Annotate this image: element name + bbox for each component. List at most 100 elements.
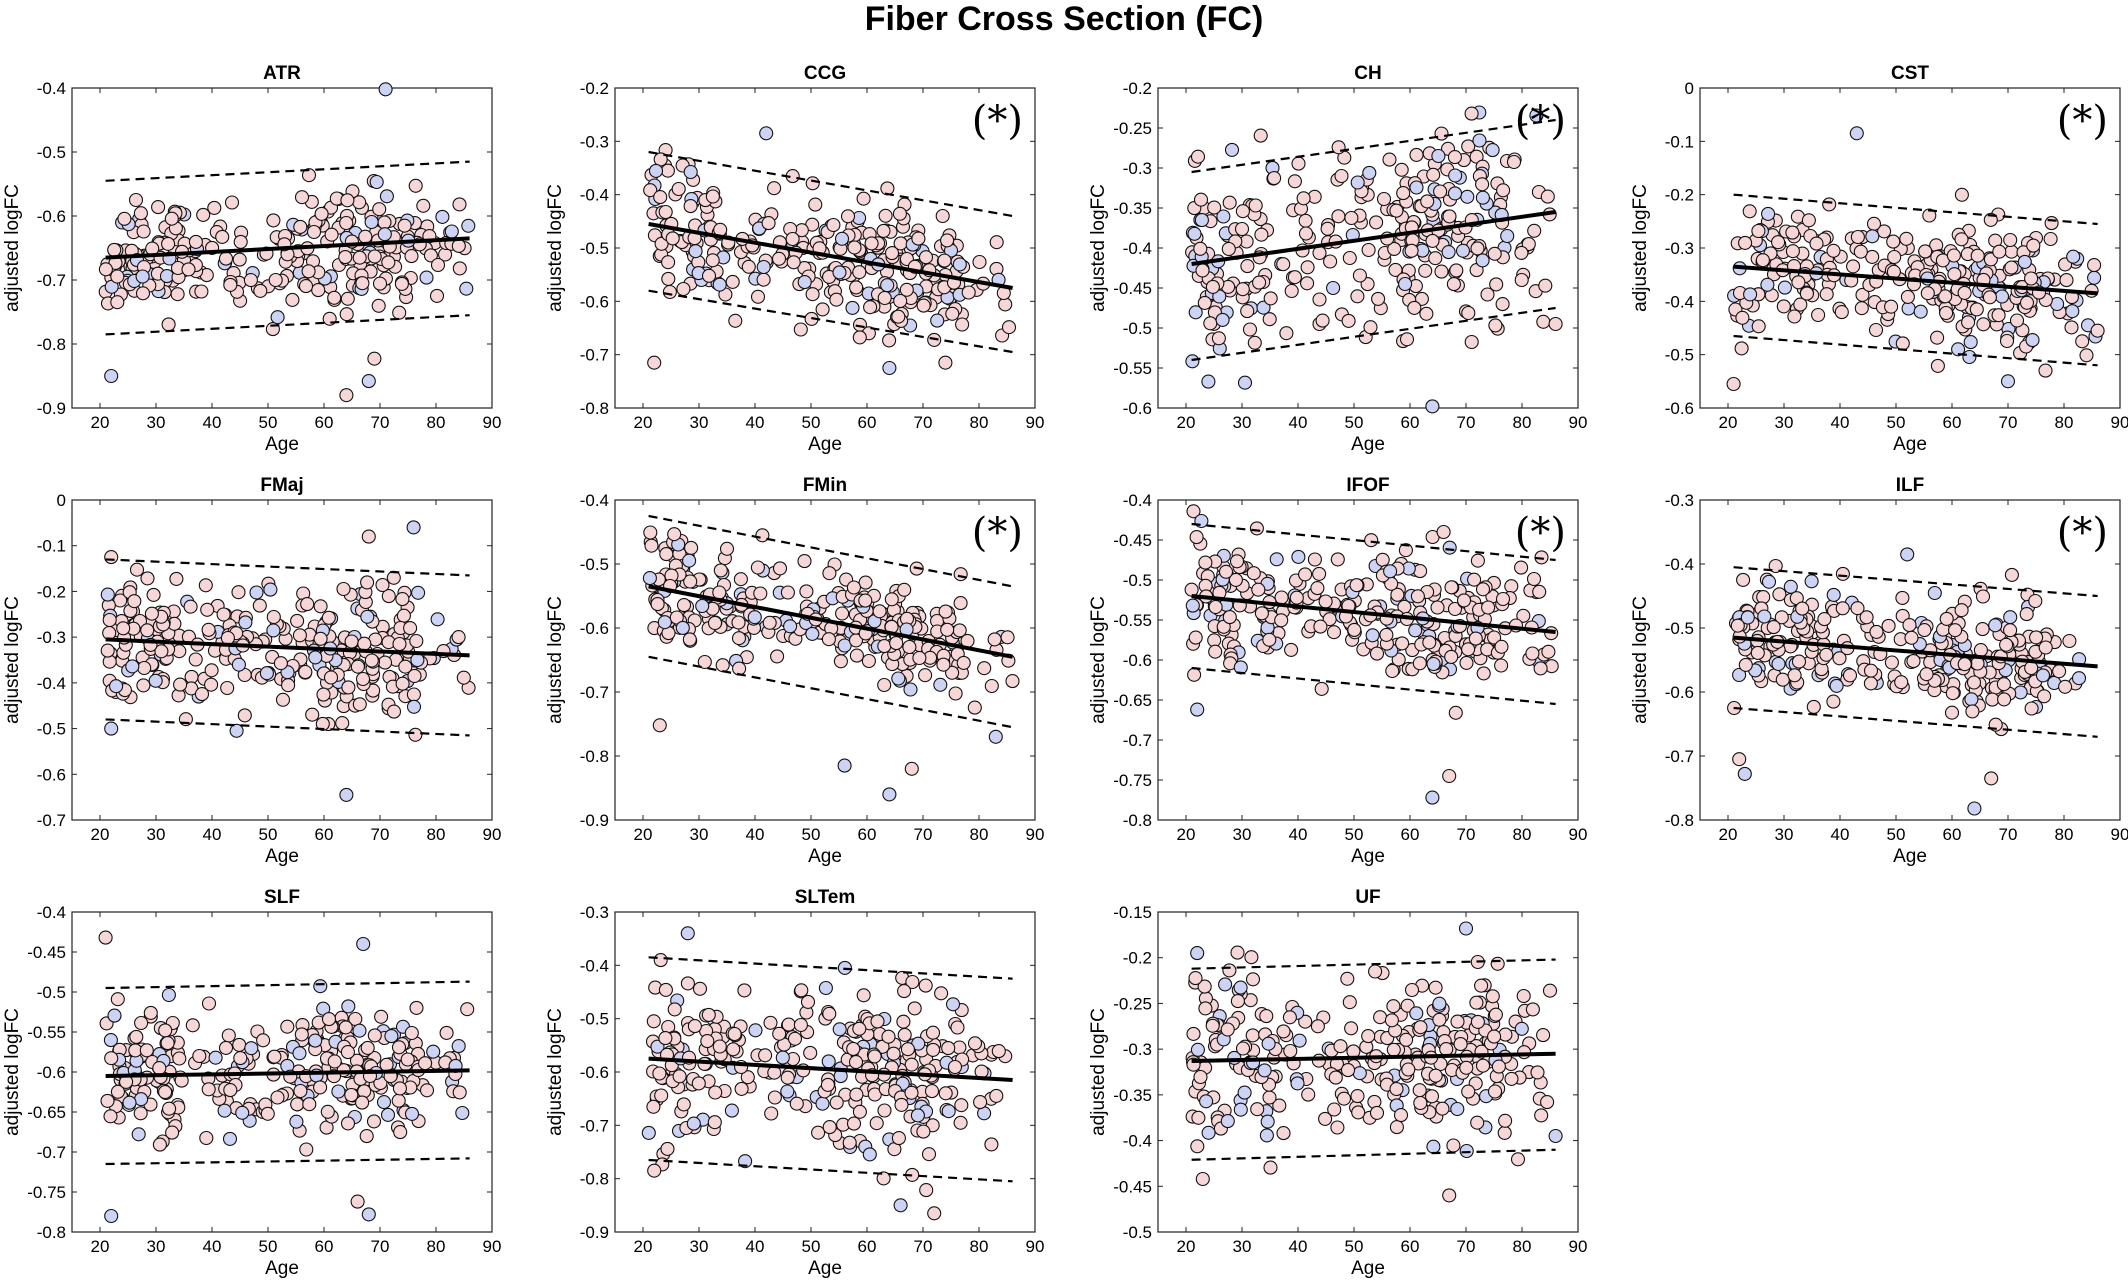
panel-fmin: FMin 20 30 40 50 60 70 80 90 -0.4 -0.5 -0.6 -0.7 -0.8… [545, 475, 1044, 867]
data-point [682, 553, 697, 568]
x-tick-label: 80 [970, 413, 989, 432]
data-point [409, 633, 424, 649]
data-point [654, 236, 669, 251]
data-point [411, 585, 426, 600]
y-tick-label: -0.1 [1665, 132, 1694, 151]
data-point [1540, 1095, 1555, 1110]
data-point [767, 181, 782, 196]
data-point [1446, 277, 1461, 292]
data-point [161, 236, 176, 251]
data-point [406, 699, 422, 714]
data-point [100, 643, 115, 658]
data-point [1230, 945, 1245, 960]
data-point [708, 1085, 723, 1100]
data-point [103, 1033, 118, 1048]
y-axis-label: adjusted logFC [1088, 1008, 1109, 1136]
data-point [1500, 228, 1515, 244]
data-point [2035, 668, 2051, 683]
data-point [884, 246, 900, 261]
data-point [925, 1025, 941, 1040]
data-point [1203, 316, 1218, 331]
data-point [940, 233, 955, 248]
data-point [256, 1033, 271, 1048]
data-point [1424, 1089, 1440, 1104]
data-point [339, 787, 354, 802]
data-point [293, 219, 308, 234]
data-point [1475, 253, 1490, 268]
lower-bound-line [648, 1158, 1013, 1183]
data-point [1938, 289, 1953, 304]
data-point [896, 1014, 911, 1029]
data-point [822, 1006, 837, 1021]
x-tick-label: 80 [2055, 825, 2074, 844]
y-tick-label: -0.4 [37, 903, 66, 922]
data-point [372, 276, 388, 291]
data-point [273, 656, 288, 671]
data-point [910, 1108, 925, 1123]
data-point [1311, 1053, 1326, 1068]
data-point [98, 930, 113, 945]
x-tick-label: 50 [802, 413, 821, 432]
panel-sltem: SLTem 20 30 40 50 60 70 80 90 -0.3 -0.4 -0.5 -0.6 -0.… [545, 887, 1044, 1279]
data-point [1761, 574, 1777, 589]
data-point [1382, 152, 1397, 167]
data-point [1412, 1083, 1427, 1098]
data-point [811, 1125, 826, 1140]
y-tick-label: -0.45 [27, 943, 66, 962]
data-point [223, 277, 238, 292]
data-point [340, 291, 355, 306]
data-point [1195, 263, 1210, 278]
data-point [797, 275, 812, 290]
lower-bound-line [1191, 306, 1556, 362]
data-point [154, 644, 169, 659]
data-point [1791, 275, 1806, 290]
regression-line [1191, 594, 1556, 634]
data-point [133, 206, 148, 221]
data-point [406, 520, 421, 535]
x-tick-label: 20 [91, 1237, 110, 1256]
data-point [1458, 921, 1474, 936]
data-point [1757, 609, 1772, 624]
data-point [1881, 618, 1896, 633]
data-point [1390, 587, 1405, 602]
data-point [658, 982, 673, 997]
data-point [379, 189, 394, 204]
data-point [753, 586, 768, 601]
data-point [1999, 637, 2014, 652]
data-point [652, 718, 667, 733]
data-point [1300, 260, 1315, 275]
data-point [1233, 980, 1248, 995]
data-point [1475, 1058, 1491, 1073]
data-point [1448, 705, 1463, 720]
data-point [861, 653, 876, 669]
data-point [233, 1051, 248, 1066]
data-point [1369, 1105, 1385, 1120]
data-point [930, 313, 945, 328]
data-point [1541, 644, 1556, 659]
data-point [1296, 191, 1311, 206]
data-point [904, 1057, 919, 1072]
x-tick-label: 30 [1775, 413, 1794, 432]
data-point [1404, 982, 1420, 998]
data-point [1734, 341, 1749, 356]
data-point [122, 1095, 137, 1110]
data-point [298, 279, 314, 294]
data-point [1307, 552, 1322, 567]
data-point [1944, 705, 1960, 720]
data-point [927, 1206, 942, 1221]
data-point [135, 269, 150, 284]
upper-bound-line [1733, 566, 2098, 598]
y-axis-label: adjusted logFC [1630, 596, 1651, 724]
data-point [127, 594, 142, 609]
data-point [950, 1020, 965, 1035]
data-point [2059, 273, 2074, 288]
data-point [136, 224, 151, 239]
data-point [1496, 183, 1511, 198]
x-axis-label: Age [1893, 434, 1927, 455]
data-point [1826, 694, 1841, 709]
lower-bound-line [105, 718, 470, 737]
data-point [1263, 291, 1278, 306]
data-point [1869, 624, 1884, 639]
data-point [847, 240, 862, 255]
data-point [1504, 579, 1519, 594]
